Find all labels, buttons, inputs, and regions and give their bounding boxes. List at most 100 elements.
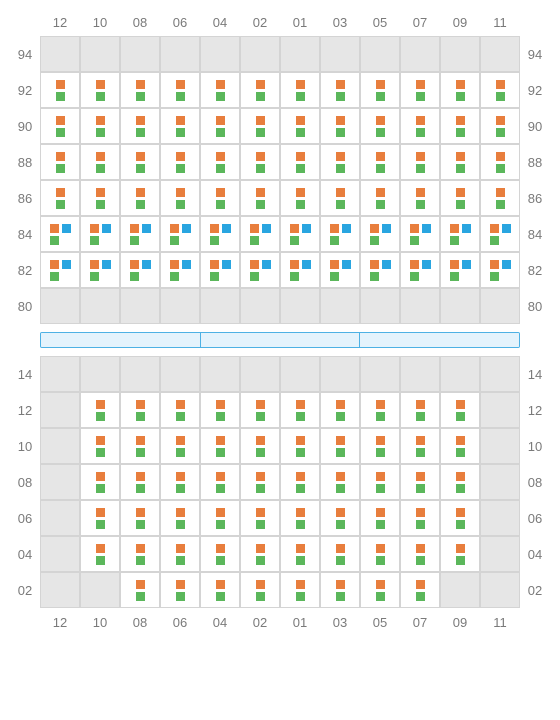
seat-cell[interactable] bbox=[360, 572, 400, 608]
seat-cell[interactable] bbox=[120, 500, 160, 536]
seat-cell[interactable] bbox=[400, 216, 440, 252]
seat-cell[interactable] bbox=[320, 216, 360, 252]
seat-cell[interactable] bbox=[160, 464, 200, 500]
seat-cell[interactable] bbox=[360, 72, 400, 108]
seat-cell[interactable] bbox=[320, 392, 360, 428]
seat-cell[interactable] bbox=[480, 144, 520, 180]
seat-cell[interactable] bbox=[200, 180, 240, 216]
seat-cell[interactable] bbox=[240, 180, 280, 216]
seat-cell[interactable] bbox=[120, 180, 160, 216]
seat-cell[interactable] bbox=[40, 72, 80, 108]
seat-cell[interactable] bbox=[480, 216, 520, 252]
seat-cell[interactable] bbox=[240, 252, 280, 288]
seat-cell[interactable] bbox=[320, 72, 360, 108]
seat-cell[interactable] bbox=[80, 392, 120, 428]
seat-cell[interactable] bbox=[160, 216, 200, 252]
seat-cell[interactable] bbox=[320, 464, 360, 500]
seat-cell[interactable] bbox=[320, 428, 360, 464]
seat-cell[interactable] bbox=[280, 428, 320, 464]
seat-cell[interactable] bbox=[440, 180, 480, 216]
seat-cell[interactable] bbox=[400, 500, 440, 536]
seat-cell[interactable] bbox=[400, 108, 440, 144]
seat-cell[interactable] bbox=[320, 180, 360, 216]
seat-cell[interactable] bbox=[40, 108, 80, 144]
seat-cell[interactable] bbox=[160, 108, 200, 144]
seat-cell[interactable] bbox=[160, 144, 200, 180]
seat-cell[interactable] bbox=[280, 144, 320, 180]
seat-cell[interactable] bbox=[200, 500, 240, 536]
seat-cell[interactable] bbox=[120, 392, 160, 428]
seat-cell[interactable] bbox=[120, 428, 160, 464]
seat-cell[interactable] bbox=[40, 216, 80, 252]
seat-cell[interactable] bbox=[80, 428, 120, 464]
seat-cell[interactable] bbox=[440, 428, 480, 464]
seat-cell[interactable] bbox=[240, 216, 280, 252]
seat-cell[interactable] bbox=[240, 72, 280, 108]
seat-cell[interactable] bbox=[40, 180, 80, 216]
seat-cell[interactable] bbox=[280, 536, 320, 572]
seat-cell[interactable] bbox=[200, 144, 240, 180]
seat-cell[interactable] bbox=[360, 108, 400, 144]
seat-cell[interactable] bbox=[80, 216, 120, 252]
seat-cell[interactable] bbox=[160, 180, 200, 216]
seat-cell[interactable] bbox=[160, 428, 200, 464]
seat-cell[interactable] bbox=[440, 536, 480, 572]
seat-cell[interactable] bbox=[160, 536, 200, 572]
seat-cell[interactable] bbox=[200, 428, 240, 464]
seat-cell[interactable] bbox=[480, 72, 520, 108]
seat-cell[interactable] bbox=[240, 392, 280, 428]
seat-cell[interactable] bbox=[360, 216, 400, 252]
seat-cell[interactable] bbox=[120, 72, 160, 108]
seat-cell[interactable] bbox=[360, 252, 400, 288]
seat-cell[interactable] bbox=[120, 252, 160, 288]
seat-cell[interactable] bbox=[280, 464, 320, 500]
seat-cell[interactable] bbox=[280, 500, 320, 536]
seat-cell[interactable] bbox=[240, 572, 280, 608]
seat-cell[interactable] bbox=[280, 572, 320, 608]
seat-cell[interactable] bbox=[280, 72, 320, 108]
seat-cell[interactable] bbox=[280, 252, 320, 288]
seat-cell[interactable] bbox=[200, 216, 240, 252]
seat-cell[interactable] bbox=[400, 72, 440, 108]
seat-cell[interactable] bbox=[120, 572, 160, 608]
seat-cell[interactable] bbox=[400, 252, 440, 288]
seat-cell[interactable] bbox=[440, 500, 480, 536]
seat-cell[interactable] bbox=[120, 216, 160, 252]
seat-cell[interactable] bbox=[440, 144, 480, 180]
seat-cell[interactable] bbox=[240, 464, 280, 500]
seat-cell[interactable] bbox=[80, 108, 120, 144]
seat-cell[interactable] bbox=[480, 252, 520, 288]
seat-cell[interactable] bbox=[120, 536, 160, 572]
seat-cell[interactable] bbox=[400, 572, 440, 608]
seat-cell[interactable] bbox=[400, 536, 440, 572]
seat-cell[interactable] bbox=[160, 500, 200, 536]
seat-cell[interactable] bbox=[200, 464, 240, 500]
seat-cell[interactable] bbox=[80, 144, 120, 180]
seat-cell[interactable] bbox=[240, 536, 280, 572]
seat-cell[interactable] bbox=[200, 536, 240, 572]
seat-cell[interactable] bbox=[400, 144, 440, 180]
seat-cell[interactable] bbox=[280, 180, 320, 216]
seat-cell[interactable] bbox=[320, 572, 360, 608]
seat-cell[interactable] bbox=[40, 252, 80, 288]
seat-cell[interactable] bbox=[200, 72, 240, 108]
seat-cell[interactable] bbox=[80, 180, 120, 216]
seat-cell[interactable] bbox=[240, 500, 280, 536]
seat-cell[interactable] bbox=[360, 428, 400, 464]
seat-cell[interactable] bbox=[160, 392, 200, 428]
seat-cell[interactable] bbox=[200, 572, 240, 608]
seat-cell[interactable] bbox=[240, 428, 280, 464]
seat-cell[interactable] bbox=[480, 108, 520, 144]
seat-cell[interactable] bbox=[200, 252, 240, 288]
seat-cell[interactable] bbox=[120, 464, 160, 500]
seat-cell[interactable] bbox=[120, 144, 160, 180]
seat-cell[interactable] bbox=[240, 108, 280, 144]
seat-cell[interactable] bbox=[360, 144, 400, 180]
seat-cell[interactable] bbox=[200, 392, 240, 428]
seat-cell[interactable] bbox=[120, 108, 160, 144]
seat-cell[interactable] bbox=[400, 428, 440, 464]
seat-cell[interactable] bbox=[360, 392, 400, 428]
seat-cell[interactable] bbox=[80, 500, 120, 536]
seat-cell[interactable] bbox=[480, 180, 520, 216]
seat-cell[interactable] bbox=[400, 464, 440, 500]
